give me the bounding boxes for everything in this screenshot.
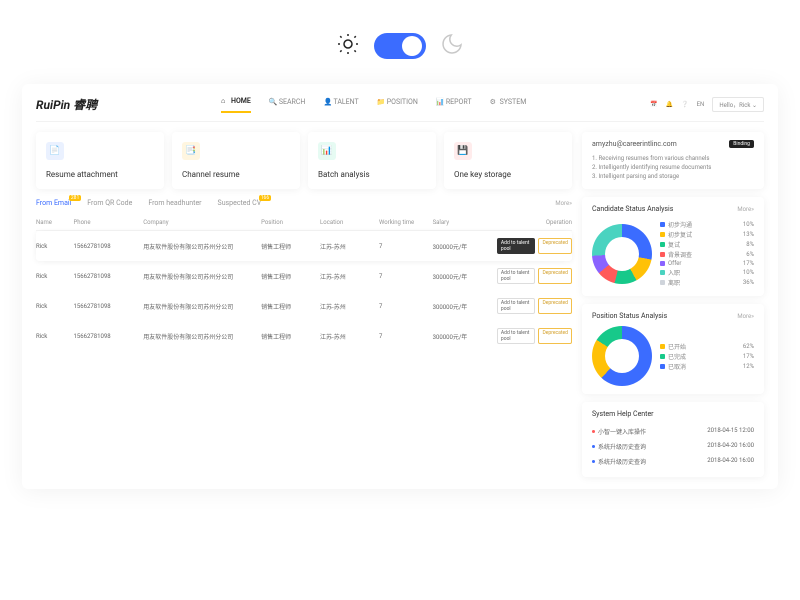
- bell-icon[interactable]: 🔔: [666, 101, 673, 108]
- theme-toggle-bar: [0, 0, 800, 84]
- user-dropdown[interactable]: Hello，Rick ⌄: [712, 97, 764, 112]
- dashboard-window: RuiPin 睿聘 ⌂HOME 🔍SEARCH 👤TALENT 📁POSITION 📊R…: [22, 84, 778, 489]
- toggle-knob: [402, 36, 422, 56]
- panel-title: Position Status Analysis: [592, 312, 667, 320]
- legend-item: 背景调查6%: [660, 250, 754, 259]
- deprecated-button[interactable]: Deprecated: [538, 238, 571, 254]
- panel-title: System Help Center: [592, 410, 754, 418]
- candidate-status-panel: Candidate Status Analysis More» 初步沟通10%初…: [582, 197, 764, 296]
- table-row[interactable]: Rick15662781098用友软件股份有限公司苏州分公司销售工程师江苏-苏州…: [36, 321, 572, 351]
- main-nav: ⌂HOME 🔍SEARCH 👤TALENT 📁POSITION 📊REPORT ⚙SYST…: [221, 97, 526, 113]
- deprecated-button[interactable]: Deprecated: [538, 328, 571, 344]
- action-card[interactable]: 📑Channel resume: [172, 132, 300, 189]
- legend-item: Offer17%: [660, 260, 754, 267]
- action-card[interactable]: 📄Resume attachment: [36, 132, 164, 189]
- main-content: 📄Resume attachment📑Channel resume📊Batch …: [36, 132, 764, 477]
- table-header: NamePhoneCompanyPositionLocationWorking …: [36, 215, 572, 231]
- lang-label[interactable]: EN: [697, 101, 705, 108]
- position-legend: 已开始62%已完成17%已取消12%: [660, 341, 754, 372]
- help-item[interactable]: 小智一键入库操作2018-04-15 12:00: [592, 424, 754, 439]
- right-column: amyzhu@careerintlinc.com Binding 1. Rece…: [582, 132, 764, 477]
- binding-button[interactable]: Binding: [729, 140, 754, 148]
- table-row[interactable]: Rick15662781098用友软件股份有限公司苏州分公司销售工程师江苏-苏州…: [36, 291, 572, 321]
- add-talent-button[interactable]: Add to talent pool: [497, 238, 536, 254]
- calendar-icon[interactable]: 📅: [650, 101, 657, 108]
- position-status-panel: Position Status Analysis More» 已开始62%已完成…: [582, 304, 764, 394]
- email-tips: 1. Receiving resumes from various channe…: [592, 154, 754, 181]
- moon-icon: [440, 32, 464, 60]
- action-cards: 📄Resume attachment📑Channel resume📊Batch …: [36, 132, 572, 189]
- add-talent-button[interactable]: Add to talent pool: [497, 268, 536, 284]
- nav-home[interactable]: ⌂HOME: [221, 97, 251, 113]
- legend-item: 已完成17%: [660, 352, 754, 361]
- legend-item: 离职36%: [660, 278, 754, 287]
- legend-item: 初步复试13%: [660, 230, 754, 239]
- help-item[interactable]: 系统升级历史查询2018-04-20 16:00: [592, 454, 754, 469]
- source-tabs: From Email281 From QR Code From headhunter…: [36, 199, 572, 207]
- more-link[interactable]: More»: [737, 206, 754, 213]
- add-talent-button[interactable]: Add to talent pool: [497, 298, 536, 314]
- tab[interactable]: Suspected CV166: [218, 199, 262, 207]
- email-address: amyzhu@careerintlinc.com: [592, 140, 677, 148]
- legend-item: 初步沟通10%: [660, 220, 754, 229]
- header-right: 📅 🔔 ❔ EN Hello，Rick ⌄: [650, 97, 764, 112]
- add-talent-button[interactable]: Add to talent pool: [497, 328, 536, 344]
- left-column: 📄Resume attachment📑Channel resume📊Batch …: [36, 132, 572, 477]
- nav-report[interactable]: 📊REPORT: [436, 97, 472, 113]
- help-item[interactable]: 系统升级历史查询2018-04-20 16:00: [592, 439, 754, 454]
- more-link[interactable]: More»: [737, 313, 754, 320]
- tab[interactable]: From Email281: [36, 199, 71, 207]
- legend-item: 复试8%: [660, 240, 754, 249]
- header: RuiPin 睿聘 ⌂HOME 🔍SEARCH 👤TALENT 📁POSITION 📊R…: [36, 96, 764, 122]
- candidate-donut-chart: [592, 224, 652, 284]
- nav-search[interactable]: 🔍SEARCH: [269, 97, 306, 113]
- position-donut-chart: [592, 326, 652, 386]
- deprecated-button[interactable]: Deprecated: [538, 268, 571, 284]
- help-icon[interactable]: ❔: [681, 101, 688, 108]
- theme-toggle-switch[interactable]: [374, 33, 426, 59]
- legend-item: 入职10%: [660, 268, 754, 277]
- legend-item: 已取消12%: [660, 362, 754, 371]
- resume-table: NamePhoneCompanyPositionLocationWorking …: [36, 215, 572, 351]
- table-row[interactable]: Rick15662781098用友软件股份有限公司苏州分公司销售工程师江苏-苏州…: [36, 261, 572, 291]
- help-center-panel: System Help Center 小智一键入库操作2018-04-15 12…: [582, 402, 764, 477]
- tab[interactable]: From headhunter: [148, 199, 201, 207]
- sun-icon: [336, 32, 360, 60]
- nav-position[interactable]: 📁POSITION: [377, 97, 418, 113]
- action-card[interactable]: 💾One key storage: [444, 132, 572, 189]
- nav-system[interactable]: ⚙SYSTEM: [490, 97, 527, 113]
- tab[interactable]: From QR Code: [87, 199, 132, 207]
- nav-talent[interactable]: 👤TALENT: [323, 97, 358, 113]
- tabs-more-link[interactable]: More»: [555, 200, 572, 207]
- deprecated-button[interactable]: Deprecated: [538, 298, 571, 314]
- logo: RuiPin 睿聘: [36, 96, 97, 113]
- candidate-legend: 初步沟通10%初步复试13%复试8%背景调查6%Offer17%入职10%离职3…: [660, 219, 754, 288]
- email-panel: amyzhu@careerintlinc.com Binding 1. Rece…: [582, 132, 764, 189]
- panel-title: Candidate Status Analysis: [592, 205, 673, 213]
- action-card[interactable]: 📊Batch analysis: [308, 132, 436, 189]
- legend-item: 已开始62%: [660, 342, 754, 351]
- table-row[interactable]: Rick15662781098用友软件股份有限公司苏州分公司销售工程师江苏-苏州…: [36, 231, 572, 261]
- help-items: 小智一键入库操作2018-04-15 12:00系统升级历史查询2018-04-…: [592, 424, 754, 469]
